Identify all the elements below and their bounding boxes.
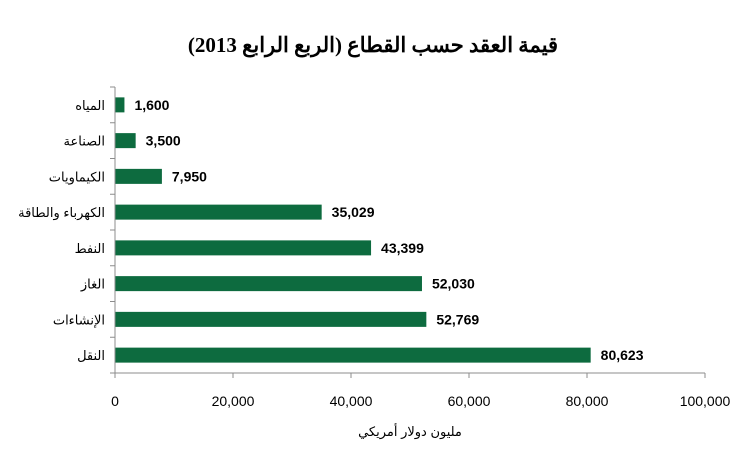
- category-label: الكيماويات: [49, 169, 105, 185]
- category-label: المياه: [75, 98, 105, 113]
- bar-value-label: 52,030: [432, 276, 475, 292]
- category-label: النفط: [75, 241, 105, 256]
- bar: [115, 97, 125, 113]
- x-axis-tick-label: 20,000: [212, 393, 255, 409]
- category-label: الإنشاءات: [53, 312, 105, 327]
- axes: [114, 87, 705, 374]
- x-axis-tick-label: 100,000: [680, 393, 731, 409]
- category-label: النقل: [77, 348, 105, 363]
- bar: [115, 133, 136, 149]
- bar: [115, 311, 427, 327]
- bar-value-label: 1,600: [134, 97, 169, 113]
- x-axis-tick-label: 80,000: [566, 393, 609, 409]
- bar-value-label: 35,029: [332, 204, 375, 220]
- x-axis-label: مليون دولار أمريكي: [358, 423, 462, 440]
- x-axis-ticks: 0 20,000 40,000 60,000 80,000 100,000: [110, 86, 731, 409]
- x-axis-tick-label: 0: [111, 393, 119, 409]
- bar: [115, 240, 372, 256]
- category-label: الصناعة: [64, 134, 105, 149]
- bar: [115, 168, 162, 184]
- category-label: الغاز: [80, 277, 105, 293]
- bar-value-label: 7,950: [172, 168, 207, 184]
- chart-title: قيمة العقد حسب القطاع (الربع الرابع 2013…: [188, 33, 558, 58]
- bars-layer: 1,600 المياه 3,500 الصناعة 7,950 الكيماويات 35…: [18, 97, 644, 363]
- bar-value-label: 43,399: [381, 240, 424, 256]
- bar: [115, 204, 322, 220]
- x-axis-tick-label: 40,000: [330, 393, 373, 409]
- bar-value-label: 52,769: [436, 311, 479, 327]
- bar: [115, 347, 591, 363]
- bar-value-label: 3,500: [146, 133, 181, 149]
- x-axis-tick-label: 60,000: [448, 393, 491, 409]
- bar: [115, 276, 422, 292]
- category-label: الكهرباء والطاقة: [18, 205, 105, 221]
- bar-value-label: 80,623: [601, 347, 644, 363]
